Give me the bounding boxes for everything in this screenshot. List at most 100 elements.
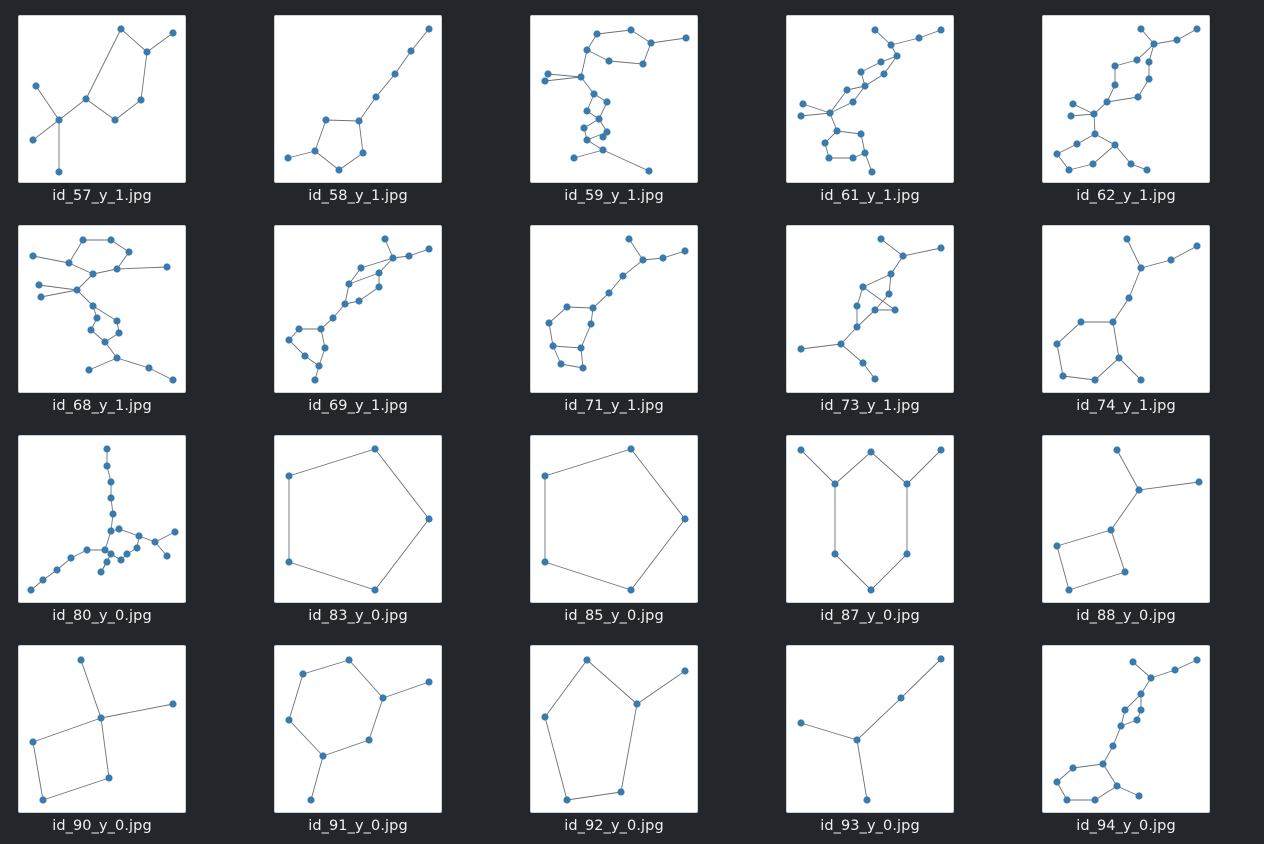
graph-edge	[1094, 357, 1120, 381]
graph-node	[1113, 782, 1121, 790]
file-tile[interactable]: id_59_y_1.jpg	[512, 0, 712, 204]
graph-node	[831, 480, 839, 488]
graph-edge	[287, 150, 316, 159]
image-thumbnail[interactable]	[274, 225, 442, 393]
graph-preview	[541, 656, 689, 804]
file-tile[interactable]: id_85_y_0.jpg	[512, 420, 712, 624]
image-thumbnail[interactable]	[1042, 645, 1210, 813]
file-tile[interactable]: id_58_y_1.jpg	[256, 0, 456, 204]
graph-edge	[288, 719, 324, 757]
graph-edge	[1056, 343, 1064, 377]
file-tile[interactable]: id_94_y_0.jpg	[1024, 630, 1224, 834]
file-name-label[interactable]: id_94_y_0.jpg	[1076, 818, 1176, 834]
graph-node	[151, 538, 159, 546]
image-thumbnail[interactable]	[274, 15, 442, 183]
file-tile[interactable]: id_57_y_1.jpg	[0, 0, 200, 204]
graph-edge	[1056, 545, 1070, 591]
graph-edge	[140, 51, 148, 101]
graph-node	[639, 256, 647, 264]
file-tile[interactable]: id_74_y_1.jpg	[1024, 210, 1224, 414]
image-thumbnail[interactable]	[274, 645, 442, 813]
file-name-label[interactable]: id_62_y_1.jpg	[1076, 188, 1176, 204]
file-name-label[interactable]: id_93_y_0.jpg	[820, 818, 920, 834]
image-thumbnail[interactable]	[530, 15, 698, 183]
file-name-label[interactable]: id_61_y_1.jpg	[820, 188, 920, 204]
file-tile[interactable]: id_61_y_1.jpg	[768, 0, 968, 204]
file-tile[interactable]: id_80_y_0.jpg	[0, 420, 200, 624]
file-name-label[interactable]: id_87_y_0.jpg	[820, 608, 920, 624]
image-thumbnail[interactable]	[786, 435, 954, 603]
graph-node	[645, 167, 653, 175]
graph-node	[355, 297, 363, 305]
graph-edge	[1128, 267, 1142, 299]
graph-edge	[918, 29, 942, 39]
graph-node	[1137, 376, 1145, 384]
graph-node	[117, 25, 125, 33]
file-tile[interactable]: id_92_y_0.jpg	[512, 630, 712, 834]
file-name-label[interactable]: id_71_y_1.jpg	[564, 398, 664, 414]
graph-node	[407, 47, 415, 55]
image-thumbnail[interactable]	[18, 15, 186, 183]
graph-edge	[573, 149, 604, 159]
image-thumbnail[interactable]	[530, 645, 698, 813]
graph-edge	[368, 697, 384, 741]
image-thumbnail[interactable]	[18, 435, 186, 603]
file-tile[interactable]: id_69_y_1.jpg	[256, 210, 456, 414]
graph-node	[311, 376, 319, 384]
file-name-label[interactable]: id_57_y_1.jpg	[52, 188, 152, 204]
file-name-label[interactable]: id_90_y_0.jpg	[52, 818, 152, 834]
image-thumbnail[interactable]	[18, 225, 186, 393]
graph-node	[55, 116, 63, 124]
file-tile[interactable]: id_71_y_1.jpg	[512, 210, 712, 414]
file-name-label[interactable]: id_68_y_1.jpg	[52, 398, 152, 414]
file-name-label[interactable]: id_59_y_1.jpg	[564, 188, 664, 204]
graph-node	[599, 133, 607, 141]
image-thumbnail[interactable]	[786, 645, 954, 813]
graph-preview	[285, 235, 433, 384]
file-name-label[interactable]: id_85_y_0.jpg	[564, 608, 664, 624]
file-tile[interactable]: id_93_y_0.jpg	[768, 630, 968, 834]
graph-node	[284, 154, 292, 162]
image-thumbnail[interactable]	[786, 15, 954, 183]
file-name-label[interactable]: id_73_y_1.jpg	[820, 398, 920, 414]
image-thumbnail[interactable]	[530, 225, 698, 393]
image-thumbnail[interactable]	[1042, 225, 1210, 393]
file-tile[interactable]: id_73_y_1.jpg	[768, 210, 968, 414]
file-tile[interactable]: id_90_y_0.jpg	[0, 630, 200, 834]
file-name-label[interactable]: id_80_y_0.jpg	[52, 608, 152, 624]
file-tile[interactable]: id_83_y_0.jpg	[256, 420, 456, 624]
image-thumbnail[interactable]	[18, 645, 186, 813]
graph-edge	[1126, 238, 1142, 269]
image-thumbnail[interactable]	[1042, 15, 1210, 183]
file-name-label[interactable]: id_91_y_0.jpg	[308, 818, 408, 834]
graph-node	[1089, 160, 1097, 168]
file-tile[interactable]: id_68_y_1.jpg	[0, 210, 200, 414]
file-name-label[interactable]: id_83_y_0.jpg	[308, 608, 408, 624]
graph-node	[1115, 354, 1123, 362]
file-name-label[interactable]: id_88_y_0.jpg	[1076, 608, 1176, 624]
file-name-label[interactable]: id_92_y_0.jpg	[564, 818, 664, 834]
image-thumbnail[interactable]	[530, 435, 698, 603]
file-tile[interactable]: id_62_y_1.jpg	[1024, 0, 1224, 204]
graph-node	[89, 270, 97, 278]
image-thumbnail[interactable]	[1042, 435, 1210, 603]
file-tile[interactable]: id_91_y_0.jpg	[256, 630, 456, 834]
file-name-label[interactable]: id_58_y_1.jpg	[308, 188, 408, 204]
graph-node	[345, 656, 353, 664]
graph-node	[365, 736, 373, 744]
file-tile[interactable]: id_88_y_0.jpg	[1024, 420, 1224, 624]
file-name-label[interactable]: id_74_y_1.jpg	[1076, 398, 1176, 414]
graph-node	[583, 107, 591, 115]
graph-node	[590, 90, 598, 98]
graph-node	[285, 472, 293, 480]
graph-node	[315, 362, 323, 370]
graph-node	[837, 340, 845, 348]
image-thumbnail[interactable]	[786, 225, 954, 393]
file-tile[interactable]: id_87_y_0.jpg	[768, 420, 968, 624]
graph-node	[681, 667, 689, 675]
graph-node	[329, 314, 337, 322]
graph-node	[887, 41, 895, 49]
file-name-label[interactable]: id_69_y_1.jpg	[308, 398, 408, 414]
image-thumbnail[interactable]	[274, 435, 442, 603]
graph-edge	[1068, 163, 1094, 171]
